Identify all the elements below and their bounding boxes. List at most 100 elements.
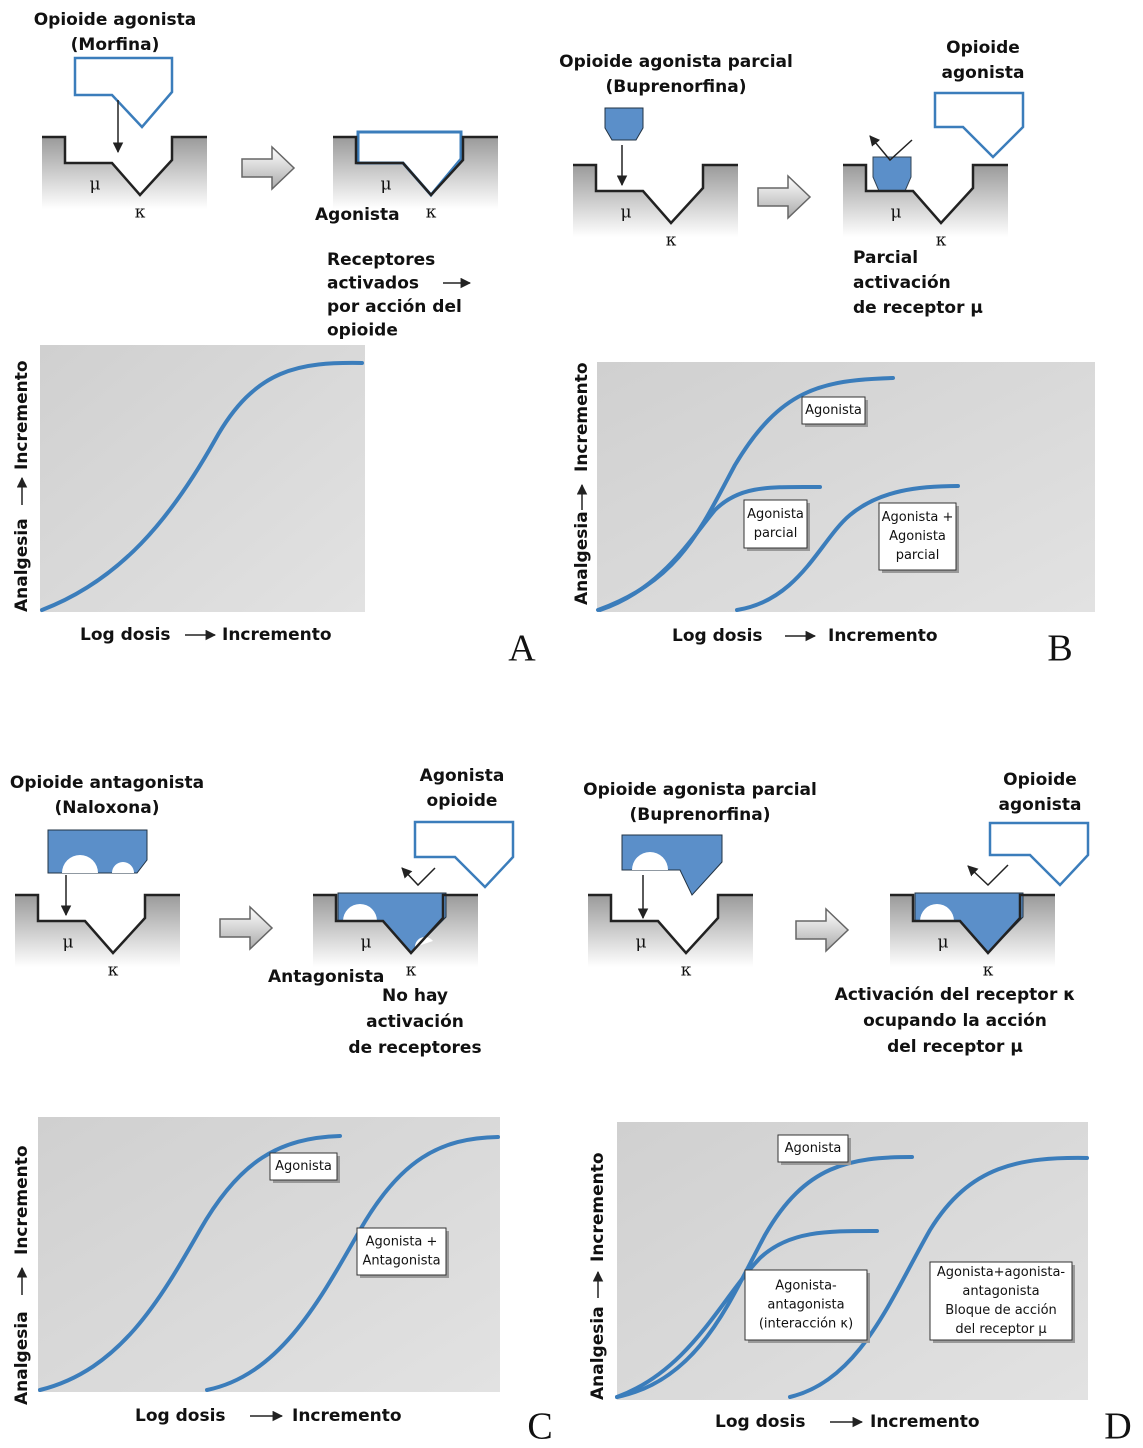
caption: Activación del receptor κ: [835, 985, 1076, 1005]
kappa-label: κ: [681, 961, 692, 981]
panel-letter: D: [1104, 1406, 1131, 1448]
result-label: Agonista: [315, 205, 400, 225]
kappa-label: κ: [983, 961, 994, 981]
top-left-label: Opioide antagonista: [10, 773, 204, 793]
process-arrow: [758, 176, 810, 218]
caption: del receptor μ: [887, 1037, 1023, 1057]
caption: opioide: [327, 321, 398, 341]
receptor-body: [573, 165, 738, 237]
process-arrow: [796, 909, 848, 951]
y-axis-label: Analgesia: [12, 518, 32, 612]
plot-area: [40, 345, 365, 612]
top-right-label: agonista: [999, 795, 1082, 815]
y-axis-label: Analgesia: [12, 1311, 32, 1405]
panel-letter: A: [508, 628, 536, 670]
panel-letter: B: [1047, 628, 1072, 670]
arrow: [402, 868, 435, 885]
x-axis-end: Incremento: [870, 1412, 980, 1432]
kappa-label: κ: [406, 961, 417, 981]
kappa-label: κ: [666, 231, 677, 251]
agonist: [415, 822, 513, 887]
caption: Parcial: [853, 248, 918, 268]
curve-label: parcial: [754, 526, 798, 541]
caption: activación: [366, 1012, 464, 1032]
arrow: [870, 136, 912, 160]
x-axis-label: Log dosis: [80, 625, 171, 645]
mu-label: μ: [89, 175, 100, 195]
top-left-label: (Buprenorfina): [629, 805, 770, 825]
x-axis-label: Log dosis: [672, 626, 763, 646]
y-axis-label: Analgesia: [572, 511, 592, 605]
top-left-label: (Morfina): [71, 35, 160, 55]
agonist: [75, 58, 172, 127]
top-right-label: opioide: [427, 791, 498, 811]
top-left-label: (Buprenorfina): [605, 77, 746, 97]
mu-label: μ: [890, 203, 901, 223]
agonist: [935, 93, 1023, 157]
x-axis-end: Incremento: [828, 626, 938, 646]
result-label: Antagonista: [268, 967, 384, 987]
kappa-label: κ: [426, 203, 437, 223]
y-axis-label: Analgesia: [588, 1306, 608, 1400]
top-right-label: Agonista: [420, 766, 505, 786]
mu-label: μ: [360, 933, 371, 953]
top-left-label: Opioide agonista parcial: [559, 52, 793, 72]
curve-label: Agonista +: [366, 1235, 438, 1250]
top-left-label: Opioide agonista parcial: [583, 780, 817, 800]
panel-letter: C: [527, 1406, 552, 1448]
curve-label: Agonista: [747, 507, 804, 522]
curve-label: Agonista +: [882, 510, 954, 525]
curve-label: Agonista+agonista-: [937, 1265, 1066, 1280]
diagram: Opioide agonista (Morfina) μ κ μ κ Agonista Rec…: [0, 0, 1143, 1448]
caption: Receptores: [327, 250, 435, 270]
receptor-body: [588, 895, 753, 967]
curve-label: Agonista-: [775, 1279, 837, 1294]
curve-label: Agonista: [889, 529, 946, 544]
mu-label: μ: [62, 933, 73, 953]
kappa-label: κ: [135, 203, 146, 223]
y-axis-end: Incremento: [12, 360, 32, 470]
x-axis-end: Incremento: [292, 1406, 402, 1426]
x-axis-label: Log dosis: [135, 1406, 226, 1426]
top-left-label: (Naloxona): [55, 798, 160, 818]
caption: de receptor μ: [853, 298, 983, 318]
caption: de receptores: [348, 1038, 481, 1058]
caption: activados: [327, 274, 419, 294]
process-arrow: [220, 907, 272, 949]
curve-label: antagonista: [767, 1298, 844, 1313]
kappa-label: κ: [936, 231, 947, 251]
receptor-body: [42, 137, 207, 209]
caption: ocupando la acción: [863, 1011, 1047, 1031]
mu-label: μ: [380, 175, 391, 195]
curve-label: Antagonista: [362, 1254, 440, 1269]
top-right-label: Opioide: [946, 38, 1020, 58]
x-axis-end: Incremento: [222, 625, 332, 645]
curve-label: Agonista: [805, 403, 862, 418]
curve-label: (interacción κ): [759, 1317, 853, 1332]
curve-label: Bloque de acción: [945, 1303, 1057, 1318]
curve-label: Agonista: [275, 1159, 332, 1174]
agonist: [990, 823, 1088, 885]
x-axis-label: Log dosis: [715, 1412, 806, 1432]
bound-partial-agonist: [873, 157, 911, 191]
y-axis-end: Incremento: [12, 1145, 32, 1255]
receptor-body: [15, 895, 180, 967]
arrow: [968, 865, 1008, 885]
kappa-label: κ: [108, 961, 119, 981]
y-axis-end: Incremento: [588, 1152, 608, 1262]
caption: activación: [853, 273, 951, 293]
caption: No hay: [382, 986, 448, 1006]
mu-label: μ: [635, 933, 646, 953]
process-arrow: [242, 147, 294, 189]
antagonist: [48, 830, 147, 873]
top-right-label: agonista: [942, 63, 1025, 83]
top-left-label: Opioide agonista: [34, 10, 197, 30]
y-axis-end: Incremento: [572, 362, 592, 472]
top-right-label: Opioide: [1003, 770, 1077, 790]
mu-label: μ: [937, 933, 948, 953]
curve-label: parcial: [896, 548, 940, 563]
mu-label: μ: [620, 203, 631, 223]
curve-label: del receptor μ: [955, 1322, 1046, 1337]
page: Opioide agonista (Morfina) μ κ μ κ Agonista Rec…: [0, 0, 1143, 1448]
curve-label: antagonista: [962, 1284, 1039, 1299]
